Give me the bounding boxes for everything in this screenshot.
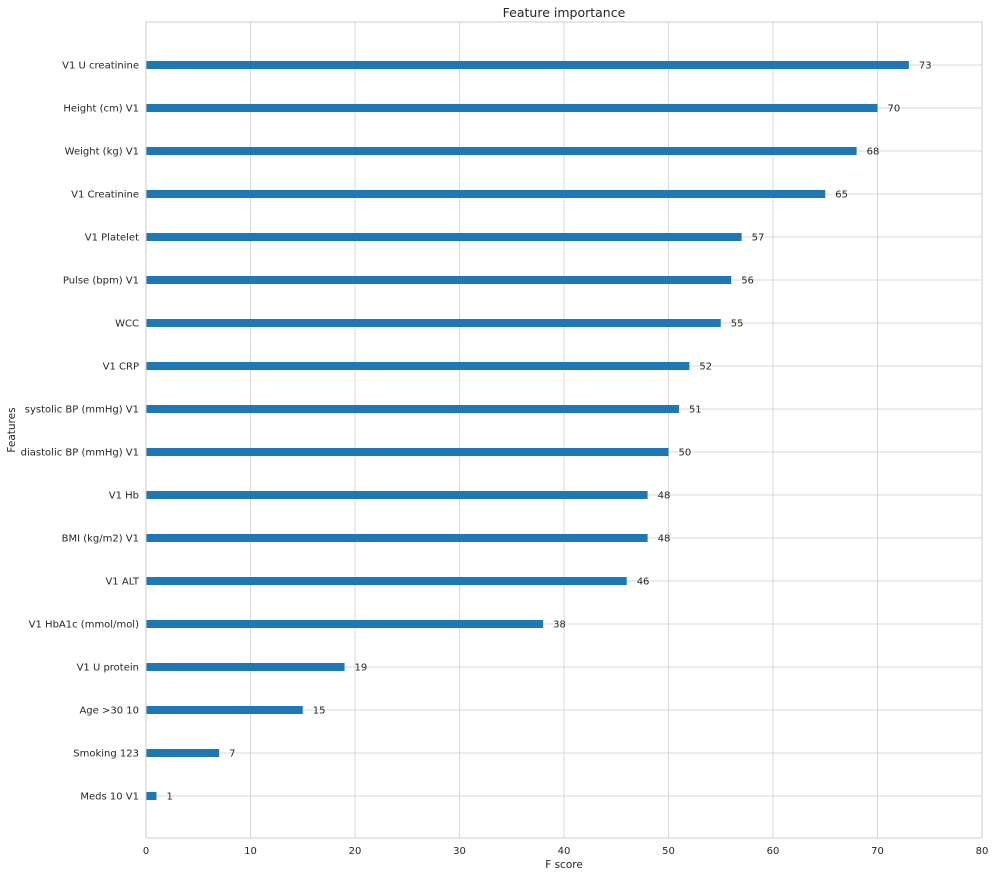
- x-tick-label: 30: [453, 846, 466, 857]
- bar: [146, 448, 669, 456]
- x-axis-label: F score: [545, 859, 583, 871]
- y-tick-label: Smoking 123: [73, 749, 139, 760]
- plot-frame: [145, 21, 983, 839]
- bar-value-label: 7: [229, 749, 235, 760]
- y-tick-label: BMI (kg/m2) V1: [62, 534, 139, 545]
- bar: [146, 749, 220, 757]
- bar: [146, 147, 857, 155]
- y-tick-label: Height (cm) V1: [63, 104, 139, 115]
- bar: [146, 405, 679, 413]
- bar: [146, 362, 690, 370]
- bar: [146, 577, 627, 585]
- bar-value-label: 68: [867, 147, 880, 158]
- x-tick-label: 40: [558, 846, 571, 857]
- bar-value-label: 48: [658, 534, 671, 545]
- bar: [146, 233, 742, 241]
- x-tick-label: 20: [349, 846, 362, 857]
- bar-value-label: 51: [689, 405, 702, 416]
- bars-layer: [146, 61, 909, 800]
- y-tick-label: V1 U creatinine: [62, 61, 139, 72]
- bar-value-label: 70: [888, 104, 901, 115]
- bar: [146, 276, 732, 284]
- y-tick-label: V1 U protein: [77, 663, 139, 674]
- y-tick-label: V1 Creatinine: [71, 190, 139, 201]
- x-tick-label: 70: [871, 846, 884, 857]
- y-tick-label: systolic BP (mmHg) V1: [25, 405, 139, 416]
- bar: [146, 319, 721, 327]
- x-tick-label: 50: [662, 846, 675, 857]
- y-tick-label: V1 Platelet: [85, 233, 139, 244]
- x-tick-label: 60: [767, 846, 780, 857]
- bar-value-label: 50: [679, 448, 692, 459]
- value-labels-layer: 73 70 68 65 57 56 55 52 51 50 48 48 46 38 19 15 7 1: [166, 61, 931, 803]
- x-tick-label: 10: [244, 846, 257, 857]
- bar: [146, 663, 345, 671]
- bar-value-label: 48: [658, 491, 671, 502]
- y-tick-label: V1 CRP: [103, 362, 139, 373]
- bar-value-label: 38: [553, 620, 566, 631]
- bar-value-label: 46: [637, 577, 650, 588]
- bar-value-label: 1: [166, 792, 172, 803]
- bar: [146, 104, 878, 112]
- bar: [146, 61, 909, 69]
- y-axis-label: Features: [6, 407, 18, 452]
- y-tick-labels: V1 U creatinine Height (cm) V1 Weight (kg)…: [21, 61, 140, 803]
- bar-value-label: 56: [741, 276, 754, 287]
- bar-value-label: 65: [835, 190, 848, 201]
- bar: [146, 706, 303, 714]
- bar: [146, 792, 157, 800]
- bar-value-label: 73: [919, 61, 932, 72]
- bar: [146, 534, 648, 542]
- bar-value-label: 52: [699, 362, 712, 373]
- x-tick-label: 0: [143, 846, 149, 857]
- bar-value-label: 57: [752, 233, 765, 244]
- bar-value-label: 19: [355, 663, 368, 674]
- y-tick-label: WCC: [115, 319, 139, 330]
- bar: [146, 620, 544, 628]
- y-tick-label: Weight (kg) V1: [65, 147, 139, 158]
- y-tick-label: diastolic BP (mmHg) V1: [21, 448, 139, 459]
- chart-title: Feature importance: [503, 5, 626, 20]
- y-tick-label: V1 HbA1c (mmol/mol): [29, 620, 139, 631]
- bar-value-label: 15: [313, 706, 326, 717]
- y-tick-label: Age >30 10: [79, 706, 139, 717]
- bar: [146, 491, 648, 499]
- x-tick-labels: 0 10 20 30 40 50 60 70 80: [143, 846, 989, 857]
- x-tick-label: 80: [976, 846, 989, 857]
- y-tick-label: Pulse (bpm) V1: [63, 276, 139, 287]
- bar: [146, 190, 826, 198]
- y-tick-label: V1 Hb: [109, 491, 139, 502]
- y-tick-label: V1 ALT: [105, 577, 139, 588]
- bar-value-label: 55: [731, 319, 744, 330]
- y-tick-label: Meds 10 V1: [80, 792, 139, 803]
